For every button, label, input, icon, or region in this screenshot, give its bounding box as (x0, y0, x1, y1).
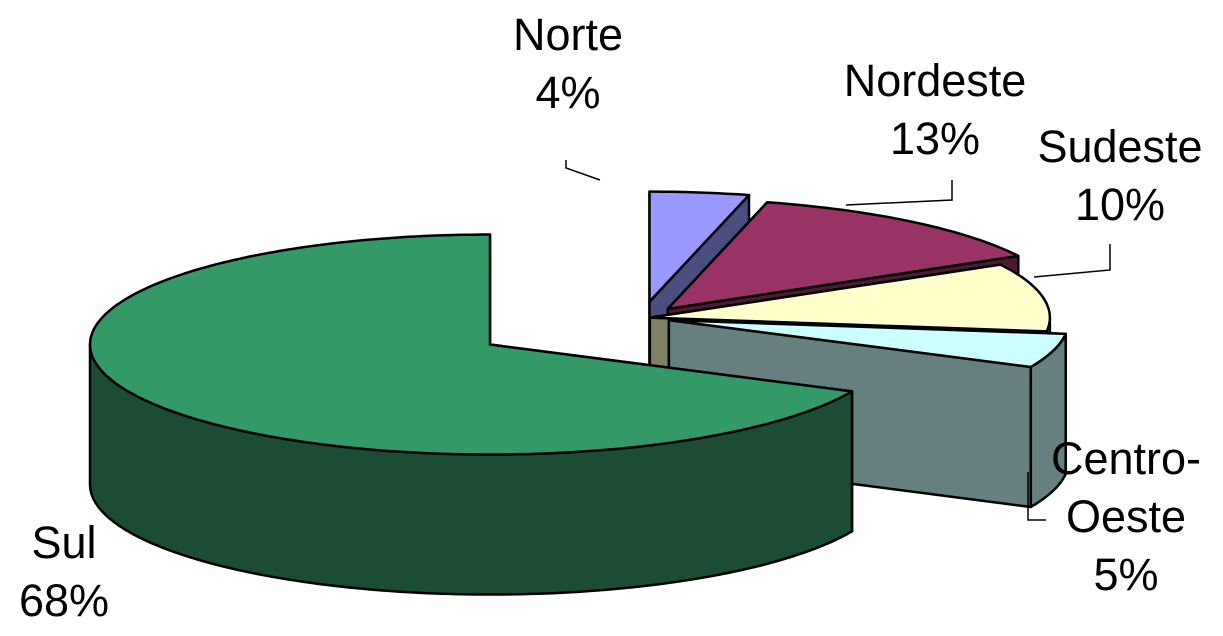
data-label-sudeste: Sudeste 10% (1000, 118, 1223, 234)
data-label-centro-oeste-name-line1: Centro- (1050, 433, 1202, 484)
data-label-sul-value: 68% (18, 575, 110, 626)
leader-line-nordeste (845, 180, 953, 206)
slice-top-nordeste (666, 201, 1020, 311)
leader-line-centro-oeste (1027, 472, 1046, 521)
leader-line-sudeste (1033, 244, 1111, 278)
data-label-norte-value: 4% (535, 67, 601, 118)
slice-top-centro-oeste (667, 318, 1067, 369)
slice-top-norte (648, 190, 751, 303)
data-label-norte: Norte 4% (478, 6, 658, 122)
slice-top-sul (88, 233, 854, 456)
data-label-centro-oeste-value: 5% (1093, 549, 1159, 600)
data-label-centro-oeste-name-line2: Oeste (1065, 491, 1187, 542)
data-label-nordeste: Nordeste 13% (810, 52, 1060, 168)
data-label-nordeste-name: Nordeste (843, 55, 1027, 106)
data-label-norte-name: Norte (512, 9, 624, 60)
data-label-sudeste-value: 10% (1074, 179, 1166, 230)
data-label-centro-oeste: Centro- Oeste 5% (1036, 430, 1216, 604)
slice-top-sudeste (648, 263, 1052, 333)
leader-line-norte (565, 160, 601, 181)
data-label-sul: Sul 68% (0, 514, 134, 630)
data-label-nordeste-value: 13% (889, 113, 981, 164)
data-label-sudeste-name: Sudeste (1037, 121, 1203, 172)
data-label-sul-name: Sul (31, 517, 97, 568)
